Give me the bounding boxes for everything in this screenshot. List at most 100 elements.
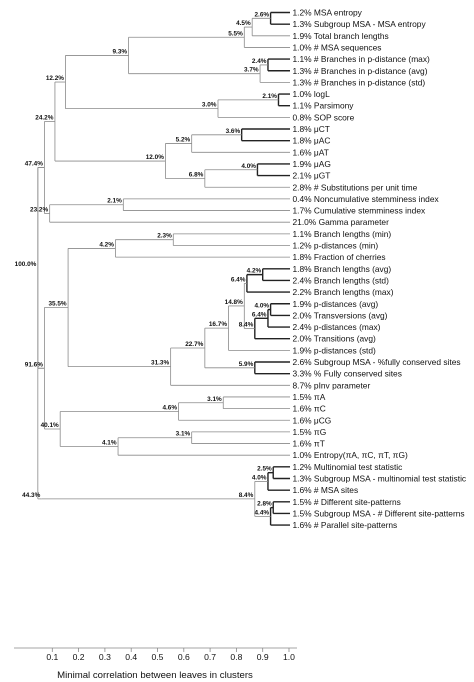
node-label: 4.5% xyxy=(236,20,251,27)
node-label: 23.2% xyxy=(30,206,48,213)
leaf-label: 1.8% Fraction of cherries xyxy=(293,252,386,262)
leaf-label: 1.5% πG xyxy=(293,427,327,437)
node-label: 3.7% xyxy=(244,67,259,74)
node-label: 4.6% xyxy=(162,405,177,412)
node-label: 6.4% xyxy=(252,311,267,318)
x-tick-label: 0.9 xyxy=(257,652,269,662)
x-tick-label: 0.5 xyxy=(152,652,164,662)
leaf-label: 2.1% μGT xyxy=(293,171,331,181)
node-label: 4.0% xyxy=(252,474,267,481)
x-axis-title: Minimal correlation between leaves in cl… xyxy=(57,670,253,681)
node-label: 3.1% xyxy=(176,431,191,438)
leaf-label: 1.6% πT xyxy=(293,439,325,449)
leaf-label: 1.2% p-distances (min) xyxy=(293,241,379,251)
node-label: 5.9% xyxy=(239,361,254,368)
leaf-label: 2.6% Subgroup MSA - %fully conserved sit… xyxy=(293,357,461,367)
x-tick-label: 0.2 xyxy=(73,652,85,662)
leaf-label: 2.4% p-distances (max) xyxy=(293,322,381,332)
leaf-label: 1.5% πA xyxy=(293,392,326,402)
x-tick-label: 0.1 xyxy=(46,652,58,662)
leaf-label: 1.5% Subgroup MSA - # Different site-pat… xyxy=(293,508,465,518)
node-label: 14.8% xyxy=(225,299,243,306)
node-label: 8.4% xyxy=(239,492,254,499)
node-label: 16.7% xyxy=(209,321,227,328)
node-label: 91.6% xyxy=(25,361,43,368)
leaf-label: 8.7% pInv parameter xyxy=(293,380,371,390)
leaf-label: 2.4% Branch lengths (std) xyxy=(293,275,390,285)
leaf-label: 1.1% # Branches in p-distance (max) xyxy=(293,54,431,64)
leaf-label: 1.9% p-distances (std) xyxy=(293,345,377,355)
node-label: 4.0% xyxy=(241,163,256,170)
x-tick-label: 0.4 xyxy=(125,652,137,662)
leaf-label: 1.0% Entropy(πA, πC, πT, πG) xyxy=(293,450,408,460)
leaf-label: 0.4% Noncumulative stemminess index xyxy=(293,194,440,204)
x-tick-label: 0.8 xyxy=(230,652,242,662)
dendrogram-branches xyxy=(37,11,290,526)
node-label: 2.5% xyxy=(257,466,272,473)
node-label: 4.0% xyxy=(255,303,270,310)
leaf-label: 21.0% Gamma parameter xyxy=(293,217,390,227)
leaf-label: 1.1% Parsimony xyxy=(293,101,355,111)
x-tick-label: 0.3 xyxy=(99,652,111,662)
node-label: 3.1% xyxy=(207,396,222,403)
x-tick-label: 1.0 xyxy=(283,652,295,662)
leaf-label: 1.1% Branch lengths (min) xyxy=(293,229,392,239)
node-label: 4.4% xyxy=(255,509,270,516)
leaf-label: 1.9% p-distances (avg) xyxy=(293,299,379,309)
leaf-label: 1.3% Subgroup MSA - multinomial test sta… xyxy=(293,474,467,484)
leaf-label: 1.8% Branch lengths (avg) xyxy=(293,264,392,274)
leaf-label: 1.7% Cumulative stemminess index xyxy=(293,206,426,216)
leaf-label: 1.2% Multinomial test statistic xyxy=(293,462,403,472)
node-label-group: 2.6% 4.5% 5.5% 2.4% 3.7% 9.3% 2.1% 3.0% 12.2% 3.6… xyxy=(15,11,278,516)
node-label: 12.2% xyxy=(46,75,64,82)
node-label: 5.5% xyxy=(228,30,243,37)
node-label: 6.4% xyxy=(231,276,246,283)
node-label: 4.2% xyxy=(99,241,114,248)
node-label: 100.0% xyxy=(15,261,37,268)
node-label: 3.6% xyxy=(226,128,241,135)
node-label: 31.3% xyxy=(151,360,169,367)
leaf-label: 1.3% Subgroup MSA - MSA entropy xyxy=(293,19,427,29)
leaf-label: 1.6% # Parallel site-patterns xyxy=(293,520,398,530)
node-label: 2.3% xyxy=(157,233,172,240)
leaf-label: 1.6% # MSA sites xyxy=(293,485,359,495)
node-label: 4.2% xyxy=(247,268,262,275)
leaf-label: 1.6% μCG xyxy=(293,415,332,425)
node-label: 2.8% xyxy=(257,501,272,508)
leaf-label: 2.0% Transversions (avg) xyxy=(293,310,388,320)
node-label: 24.2% xyxy=(35,115,53,122)
node-label: 5.2% xyxy=(176,137,191,144)
node-label: 8.4% xyxy=(239,322,254,329)
leaf-label: 1.6% μAT xyxy=(293,147,329,157)
x-tick-label: 0.7 xyxy=(204,652,216,662)
leaf-label: 1.0% # MSA sequences xyxy=(293,42,382,52)
node-label: 35.5% xyxy=(48,301,66,308)
node-label: 12.0% xyxy=(146,154,164,161)
node-label: 9.3% xyxy=(112,48,127,55)
node-label: 44.3% xyxy=(22,492,40,499)
leaf-label: 3.3% % Fully conserved sites xyxy=(293,369,402,379)
node-label: 22.7% xyxy=(185,341,203,348)
x-axis: 0.1 0.2 0.3 0.4 0.5 0.6 0.7 0.8 0.9 1.0 xyxy=(14,647,297,662)
leaf-label: 1.8% μAC xyxy=(293,136,331,146)
leaf-label: 1.5% # Different site-patterns xyxy=(293,497,401,507)
leaf-label: 1.2% MSA entropy xyxy=(293,8,363,18)
leaf-label: 1.3% # Branches in p-distance (std) xyxy=(293,77,426,87)
leaf-label: 1.8% μCT xyxy=(293,124,330,134)
node-label: 47.4% xyxy=(25,160,43,167)
leaf-label: 1.3% # Branches in p-distance (avg) xyxy=(293,66,428,76)
leaf-label: 1.6% πC xyxy=(293,404,326,414)
node-label: 4.1% xyxy=(102,439,117,446)
leaf-label: 1.9% μAG xyxy=(293,159,331,169)
x-tick-label: 0.6 xyxy=(178,652,190,662)
leaf-label: 2.0% Transitions (avg) xyxy=(293,334,377,344)
leaf-label: 2.2% Branch lengths (max) xyxy=(293,287,394,297)
node-label: 2.4% xyxy=(252,58,267,65)
node-label: 2.6% xyxy=(255,11,270,18)
node-label: 2.1% xyxy=(262,93,277,100)
node-label: 40.1% xyxy=(41,422,59,429)
leaf-label: 2.8% # Substitutions per unit time xyxy=(293,182,418,192)
node-label: 3.0% xyxy=(202,102,217,109)
